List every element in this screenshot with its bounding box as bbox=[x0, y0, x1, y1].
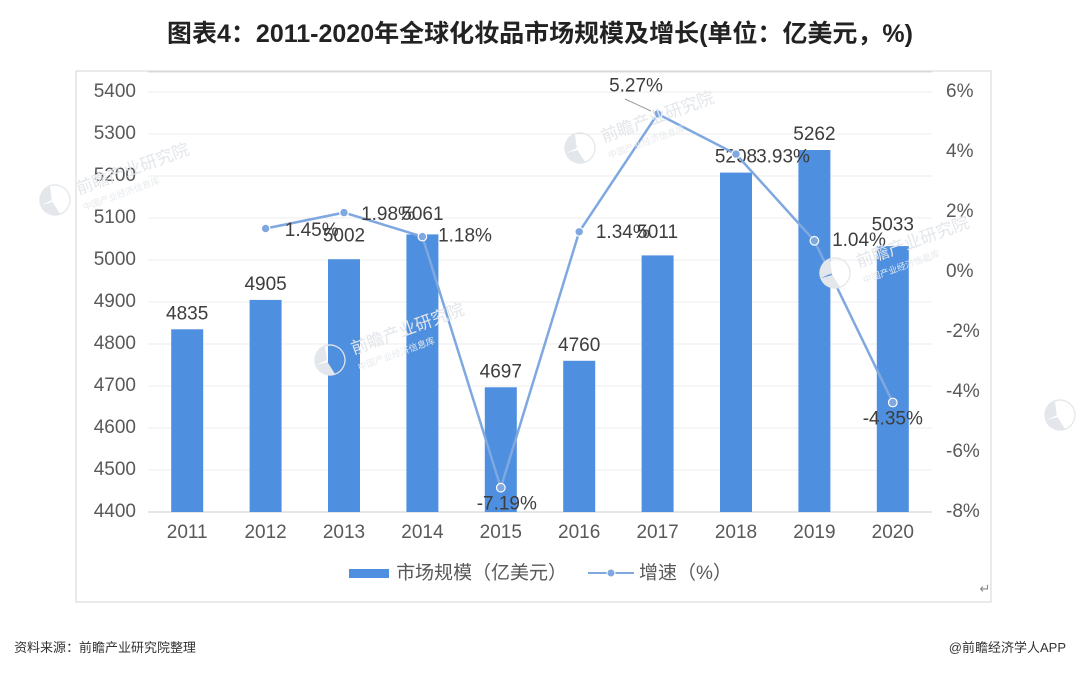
svg-text:2012: 2012 bbox=[244, 522, 286, 543]
svg-text:-6%: -6% bbox=[946, 441, 980, 462]
svg-text:2011: 2011 bbox=[167, 522, 208, 543]
svg-text:1.34%: 1.34% bbox=[596, 222, 650, 243]
svg-text:4760: 4760 bbox=[558, 335, 600, 356]
svg-text:2018: 2018 bbox=[715, 522, 757, 543]
svg-text:3.93%: 3.93% bbox=[756, 147, 810, 168]
svg-text:4800: 4800 bbox=[94, 333, 136, 354]
svg-text:5262: 5262 bbox=[793, 124, 835, 145]
svg-text:2015: 2015 bbox=[480, 522, 522, 543]
svg-text:5400: 5400 bbox=[94, 81, 136, 102]
svg-text:4697: 4697 bbox=[480, 361, 522, 382]
svg-text:-7.19%: -7.19% bbox=[477, 494, 537, 515]
svg-text:4500: 4500 bbox=[94, 459, 136, 480]
svg-text:4835: 4835 bbox=[166, 303, 208, 324]
svg-text:市场规模（亿美元）: 市场规模（亿美元） bbox=[396, 562, 567, 584]
svg-text:2019: 2019 bbox=[793, 522, 835, 543]
svg-text:2020: 2020 bbox=[872, 522, 914, 543]
svg-text:6%: 6% bbox=[946, 81, 974, 102]
svg-text:5300: 5300 bbox=[94, 123, 136, 144]
svg-text:5.27%: 5.27% bbox=[609, 76, 663, 97]
svg-text:0%: 0% bbox=[946, 261, 974, 282]
svg-text:1.45%: 1.45% bbox=[285, 220, 339, 241]
svg-text:-4.35%: -4.35% bbox=[863, 409, 923, 430]
svg-text:5100: 5100 bbox=[94, 207, 136, 228]
svg-text:5200: 5200 bbox=[94, 165, 136, 186]
svg-text:增速（%）: 增速（%） bbox=[639, 562, 732, 584]
svg-text:4%: 4% bbox=[946, 141, 974, 162]
svg-text:4600: 4600 bbox=[94, 417, 136, 438]
svg-text:1.18%: 1.18% bbox=[438, 225, 492, 246]
svg-text:↵: ↵ bbox=[980, 581, 991, 596]
svg-text:4400: 4400 bbox=[94, 501, 136, 522]
svg-text:-8%: -8% bbox=[946, 501, 980, 522]
svg-text:2014: 2014 bbox=[401, 522, 444, 543]
svg-text:4700: 4700 bbox=[94, 375, 136, 396]
svg-text:-4%: -4% bbox=[946, 381, 980, 402]
svg-text:2013: 2013 bbox=[323, 522, 365, 543]
svg-text:4905: 4905 bbox=[244, 274, 286, 295]
svg-text:2%: 2% bbox=[946, 201, 974, 222]
svg-text:5000: 5000 bbox=[94, 249, 136, 270]
svg-text:1.98%: 1.98% bbox=[361, 204, 415, 225]
svg-text:4900: 4900 bbox=[94, 291, 136, 312]
svg-text:-2%: -2% bbox=[946, 321, 980, 342]
svg-text:1.04%: 1.04% bbox=[832, 230, 886, 251]
svg-text:2016: 2016 bbox=[558, 522, 600, 543]
svg-text:2017: 2017 bbox=[636, 522, 678, 543]
